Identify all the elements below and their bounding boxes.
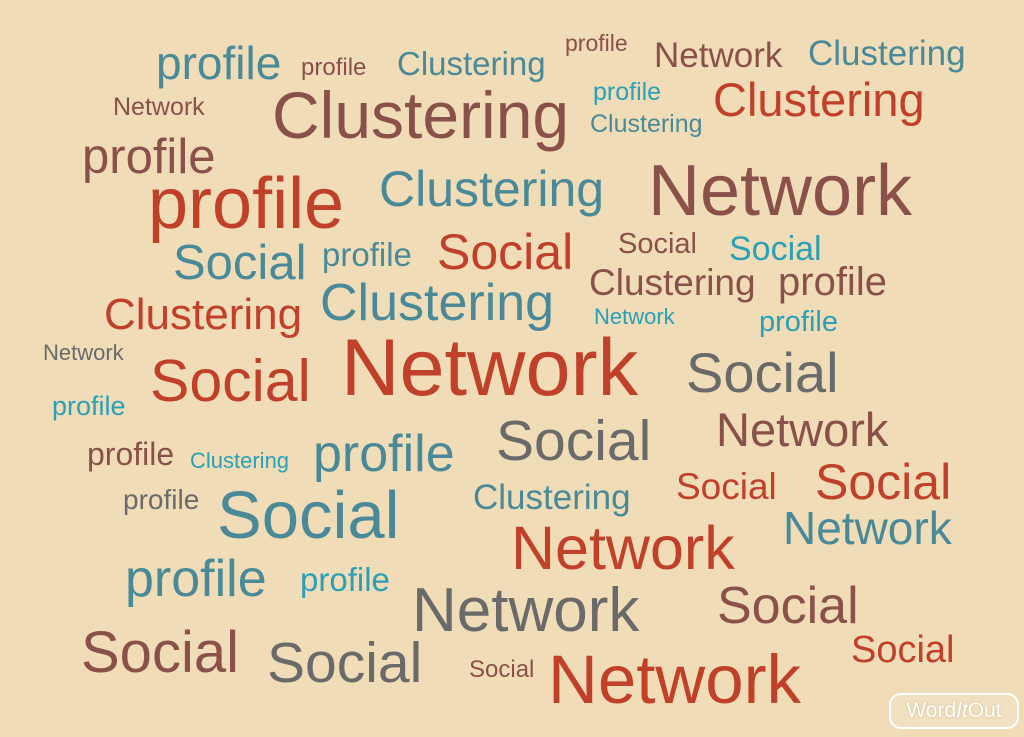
cloud-word-clustering: Clustering [590,110,703,138]
cloud-word-clustering: Clustering [589,262,756,303]
cloud-word-profile: profile [125,550,267,608]
logo-it: It [956,699,968,722]
cloud-word-social: Social [851,629,955,671]
cloud-word-clustering: Clustering [713,73,925,126]
cloud-word-profile: profile [87,436,175,472]
cloud-word-network: Network [548,641,802,718]
cloud-word-profile: profile [148,164,345,244]
cloud-word-social: Social [686,341,839,404]
cloud-word-network: Network [783,502,952,554]
cloud-word-profile: profile [759,306,838,338]
cloud-word-social: Social [815,454,952,510]
cloud-word-social: Social [81,620,239,685]
cloud-word-profile: profile [313,425,455,483]
logo-out: Out [967,699,1002,722]
cloud-word-network: Network [341,323,639,413]
cloud-word-network: Network [43,340,124,365]
cloud-word-network: Network [113,93,205,121]
cloud-word-social: Social [676,466,777,507]
cloud-word-clustering: Clustering [397,45,546,82]
cloud-word-social: Social [469,656,535,683]
cloud-word-profile: profile [322,236,412,273]
cloud-word-social: Social [717,577,859,635]
cloud-word-social: Social [173,236,307,290]
cloud-word-social: Social [217,478,400,553]
cloud-word-social: Social [437,224,574,280]
cloud-word-social: Social [496,409,652,473]
cloud-word-social: Social [729,230,822,268]
cloud-word-profile: profile [52,391,126,421]
cloud-word-clustering: Clustering [808,34,966,73]
cloud-word-network: Network [412,576,640,645]
cloud-word-network: Network [511,514,735,582]
logo-word: Word [906,699,957,722]
cloud-word-clustering: Clustering [320,274,555,332]
cloud-word-social: Social [150,348,311,414]
cloud-word-profile: profile [123,484,200,515]
wordle-logo: Word It Out [889,693,1019,729]
cloud-word-network: Network [594,304,675,329]
cloud-word-social: Social [618,228,697,260]
cloud-word-clustering: Clustering [473,478,631,517]
cloud-word-clustering: Clustering [190,448,290,473]
cloud-word-network: Network [716,403,889,456]
cloud-word-clustering: Clustering [379,161,605,217]
cloud-word-profile: profile [565,30,628,56]
cloud-word-profile: profile [593,78,662,106]
cloud-word-profile: profile [300,561,390,598]
cloud-word-network: Network [648,151,913,231]
cloud-word-network: Network [654,36,783,75]
cloud-word-clustering: Clustering [104,290,303,339]
cloud-word-clustering: Clustering [272,78,570,152]
cloud-word-profile: profile [82,130,216,184]
cloud-word-profile: profile [156,37,282,89]
cloud-word-social: Social [267,631,423,695]
cloud-word-profile: profile [301,54,367,81]
cloud-word-profile: profile [778,260,887,304]
